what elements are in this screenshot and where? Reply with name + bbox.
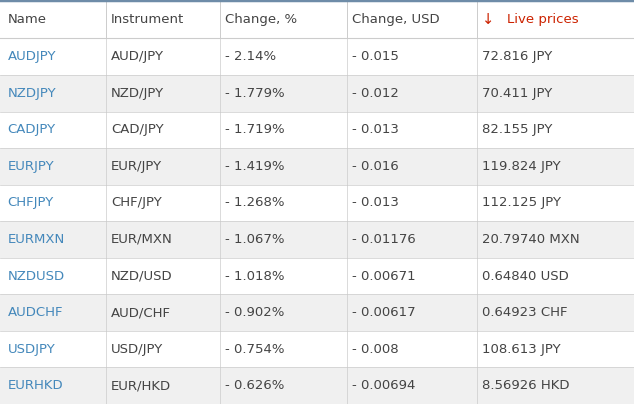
Text: 20.79740 MXN: 20.79740 MXN xyxy=(482,233,579,246)
Bar xyxy=(0,0,634,38)
Bar xyxy=(0,331,634,368)
Text: EURHKD: EURHKD xyxy=(8,379,63,392)
Text: - 0.754%: - 0.754% xyxy=(225,343,285,356)
Text: - 0.01176: - 0.01176 xyxy=(352,233,416,246)
Text: - 0.015: - 0.015 xyxy=(352,50,399,63)
Text: AUD/CHF: AUD/CHF xyxy=(111,306,171,319)
Text: USDJPY: USDJPY xyxy=(8,343,55,356)
Text: 108.613 JPY: 108.613 JPY xyxy=(482,343,560,356)
Text: EUR/HKD: EUR/HKD xyxy=(111,379,171,392)
Bar xyxy=(0,75,634,112)
Bar xyxy=(0,368,634,404)
Bar xyxy=(0,112,634,148)
Text: Name: Name xyxy=(8,13,47,26)
Text: 0.64840 USD: 0.64840 USD xyxy=(482,269,569,282)
Text: 8.56926 HKD: 8.56926 HKD xyxy=(482,379,569,392)
Text: EURJPY: EURJPY xyxy=(8,160,55,173)
Text: - 0.626%: - 0.626% xyxy=(225,379,285,392)
Text: EUR/MXN: EUR/MXN xyxy=(111,233,172,246)
Text: USD/JPY: USD/JPY xyxy=(111,343,163,356)
Text: CAD/JPY: CAD/JPY xyxy=(111,123,164,136)
Bar xyxy=(0,185,634,221)
Text: 72.816 JPY: 72.816 JPY xyxy=(482,50,552,63)
Text: - 0.016: - 0.016 xyxy=(352,160,399,173)
Bar xyxy=(0,38,634,75)
Text: - 0.902%: - 0.902% xyxy=(225,306,285,319)
Text: 119.824 JPY: 119.824 JPY xyxy=(482,160,560,173)
Text: - 0.013: - 0.013 xyxy=(352,196,399,209)
Text: - 1.067%: - 1.067% xyxy=(225,233,285,246)
Text: CHF/JPY: CHF/JPY xyxy=(111,196,162,209)
Text: - 2.14%: - 2.14% xyxy=(225,50,276,63)
Text: 70.411 JPY: 70.411 JPY xyxy=(482,87,552,100)
Text: ↓: ↓ xyxy=(482,12,494,27)
Text: 82.155 JPY: 82.155 JPY xyxy=(482,123,552,136)
Text: CADJPY: CADJPY xyxy=(8,123,56,136)
Bar xyxy=(0,258,634,294)
Text: NZDJPY: NZDJPY xyxy=(8,87,56,100)
Bar xyxy=(0,221,634,258)
Bar xyxy=(0,294,634,331)
Text: - 1.268%: - 1.268% xyxy=(225,196,285,209)
Text: - 0.013: - 0.013 xyxy=(352,123,399,136)
Text: Live prices: Live prices xyxy=(507,13,579,26)
Text: - 1.779%: - 1.779% xyxy=(225,87,285,100)
Text: - 1.018%: - 1.018% xyxy=(225,269,285,282)
Text: NZDUSD: NZDUSD xyxy=(8,269,65,282)
Text: 112.125 JPY: 112.125 JPY xyxy=(482,196,561,209)
Text: - 0.00617: - 0.00617 xyxy=(352,306,415,319)
Text: - 0.00694: - 0.00694 xyxy=(352,379,415,392)
Text: - 0.012: - 0.012 xyxy=(352,87,399,100)
Text: NZD/USD: NZD/USD xyxy=(111,269,172,282)
Text: Change, %: Change, % xyxy=(225,13,297,26)
Text: EUR/JPY: EUR/JPY xyxy=(111,160,162,173)
Text: AUD/JPY: AUD/JPY xyxy=(111,50,164,63)
Text: AUDJPY: AUDJPY xyxy=(8,50,56,63)
Text: CHFJPY: CHFJPY xyxy=(8,196,54,209)
Text: NZD/JPY: NZD/JPY xyxy=(111,87,164,100)
Text: Change, USD: Change, USD xyxy=(352,13,439,26)
Text: EURMXN: EURMXN xyxy=(8,233,65,246)
Text: - 1.419%: - 1.419% xyxy=(225,160,285,173)
Text: - 0.008: - 0.008 xyxy=(352,343,399,356)
Text: 0.64923 CHF: 0.64923 CHF xyxy=(482,306,567,319)
Text: - 0.00671: - 0.00671 xyxy=(352,269,415,282)
Bar xyxy=(0,148,634,185)
Text: - 1.719%: - 1.719% xyxy=(225,123,285,136)
Text: AUDCHF: AUDCHF xyxy=(8,306,63,319)
Text: Instrument: Instrument xyxy=(111,13,184,26)
